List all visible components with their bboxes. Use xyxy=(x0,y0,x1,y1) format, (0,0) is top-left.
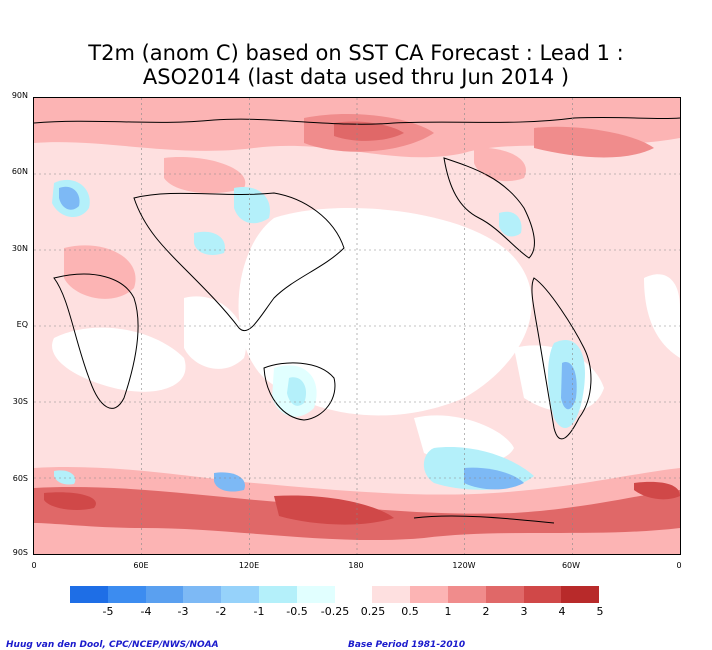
legend-swatch xyxy=(334,586,373,603)
lon-label-0-right: 0 xyxy=(676,561,682,570)
legend-label: -0.5 xyxy=(286,605,308,618)
legend-swatch xyxy=(107,586,146,603)
lat-label-90s: 90S xyxy=(12,548,28,557)
lon-label-60e: 60E xyxy=(133,561,149,570)
legend-swatch xyxy=(410,586,448,603)
legend-swatch xyxy=(221,586,259,603)
base-period-note: Base Period 1981-2010 xyxy=(348,640,466,650)
legend-label: 3 xyxy=(520,605,528,618)
lon-label-120w: 120W xyxy=(452,561,476,570)
legend-swatch xyxy=(258,586,297,603)
legend-swatch xyxy=(447,586,486,603)
lon-label-120e: 120E xyxy=(238,561,260,570)
legend-swatch xyxy=(523,586,562,603)
legend-label: -0.25 xyxy=(320,605,350,618)
legend-label: -2 xyxy=(215,605,227,618)
legend-label: 5 xyxy=(596,605,604,618)
lat-label-30s: 30S xyxy=(12,397,28,406)
legend-label: -3 xyxy=(177,605,189,618)
legend-swatch xyxy=(561,586,600,603)
lon-label-0-left: 0 xyxy=(31,561,37,570)
lat-label-60s: 60S xyxy=(12,474,28,483)
legend-swatch xyxy=(485,586,524,603)
legend-swatch xyxy=(183,586,222,603)
chart-title-line1: T2m (anom C) based on SST CA Forecast : … xyxy=(88,41,624,65)
author-credit: Huug van den Dool, CPC/NCEP/NWS/NOAA xyxy=(6,640,219,650)
legend-swatch xyxy=(296,586,335,603)
lat-label-90n: 90N xyxy=(11,91,28,100)
legend-label: -4 xyxy=(140,605,152,618)
lat-label-60n: 60N xyxy=(11,167,28,176)
lat-label-eq: EQ xyxy=(16,320,28,329)
legend-label: 0.5 xyxy=(401,605,419,618)
lon-label-180: 180 xyxy=(348,561,364,570)
legend-swatch xyxy=(372,586,411,603)
legend-label: 4 xyxy=(558,605,566,618)
legend-swatch xyxy=(145,586,184,603)
color-legend xyxy=(70,586,600,603)
chart-title-line2: ASO2014 (last data used thru Jun 2014 ) xyxy=(142,65,570,89)
legend-label: 0.25 xyxy=(360,605,386,618)
legend-label: -5 xyxy=(102,605,114,618)
lon-label-60w: 60W xyxy=(561,561,581,570)
anomaly-map xyxy=(33,97,681,555)
legend-swatch xyxy=(70,586,108,603)
legend-label: 1 xyxy=(444,605,452,618)
legend-label: -1 xyxy=(253,605,265,618)
legend-label: 2 xyxy=(482,605,490,618)
lat-label-30n: 30N xyxy=(11,244,28,253)
